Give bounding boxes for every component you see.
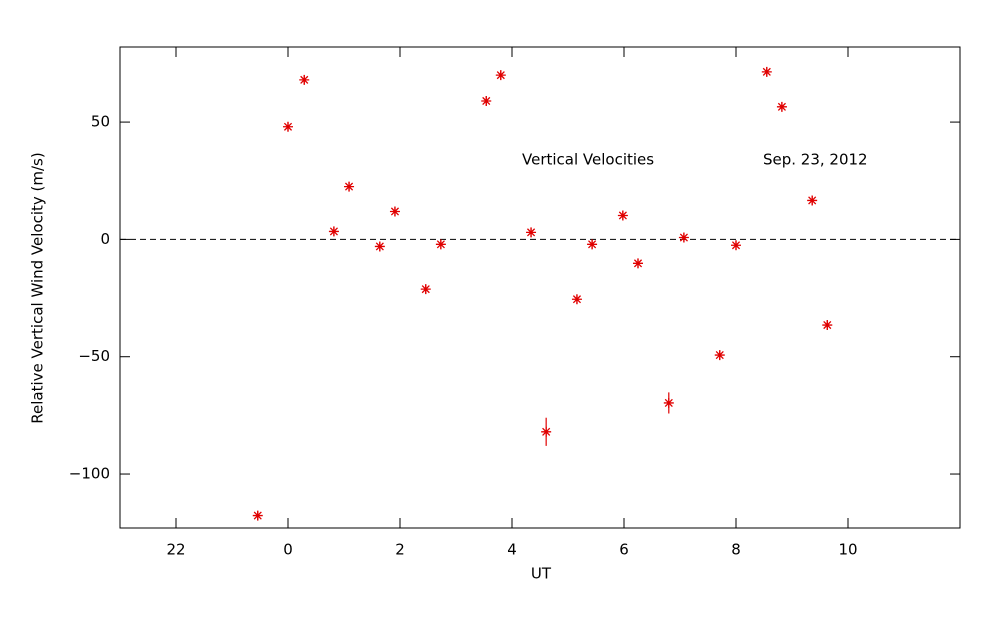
y-tick-label: 0 [100, 230, 110, 248]
data-point [776, 101, 787, 112]
data-point [822, 320, 833, 331]
data-point [495, 70, 506, 81]
x-tick-label: 6 [619, 541, 629, 559]
y-tick-label: 50 [91, 113, 110, 131]
data-point [344, 181, 355, 192]
annotation: Vertical Velocities [522, 151, 654, 169]
data-point [481, 95, 492, 106]
data-point [435, 239, 446, 250]
data-point [571, 294, 582, 305]
plot-frame [119, 46, 961, 529]
x-tick-label: 22 [166, 541, 185, 559]
data-point [678, 232, 689, 243]
data-point [663, 397, 674, 408]
data-point [541, 426, 552, 437]
data-point [526, 227, 537, 238]
x-tick-label: 8 [731, 541, 741, 559]
y-axis-label: Relative Vertical Wind Velocity (m/s) [29, 152, 47, 423]
x-tick-label: 2 [395, 541, 405, 559]
x-tick-label: 4 [507, 541, 517, 559]
data-point [807, 195, 818, 206]
data-point [374, 241, 385, 252]
y-tick-label: −100 [69, 465, 110, 483]
data-point [761, 66, 772, 77]
data-point [299, 74, 310, 85]
data-point [617, 210, 628, 221]
x-tick-label: 0 [283, 541, 293, 559]
data-point [328, 226, 339, 237]
data-point [252, 510, 263, 521]
x-axis-label: UT [531, 565, 552, 583]
data-point [587, 239, 598, 250]
data-point [731, 240, 741, 251]
data-point [420, 284, 431, 295]
x-tick-label: 10 [838, 541, 857, 559]
annotation: Sep. 23, 2012 [763, 151, 868, 169]
data-point [633, 258, 643, 269]
data-point [283, 121, 293, 132]
data-point [714, 350, 725, 361]
data-point [389, 206, 400, 217]
y-tick-label: −50 [78, 347, 110, 365]
